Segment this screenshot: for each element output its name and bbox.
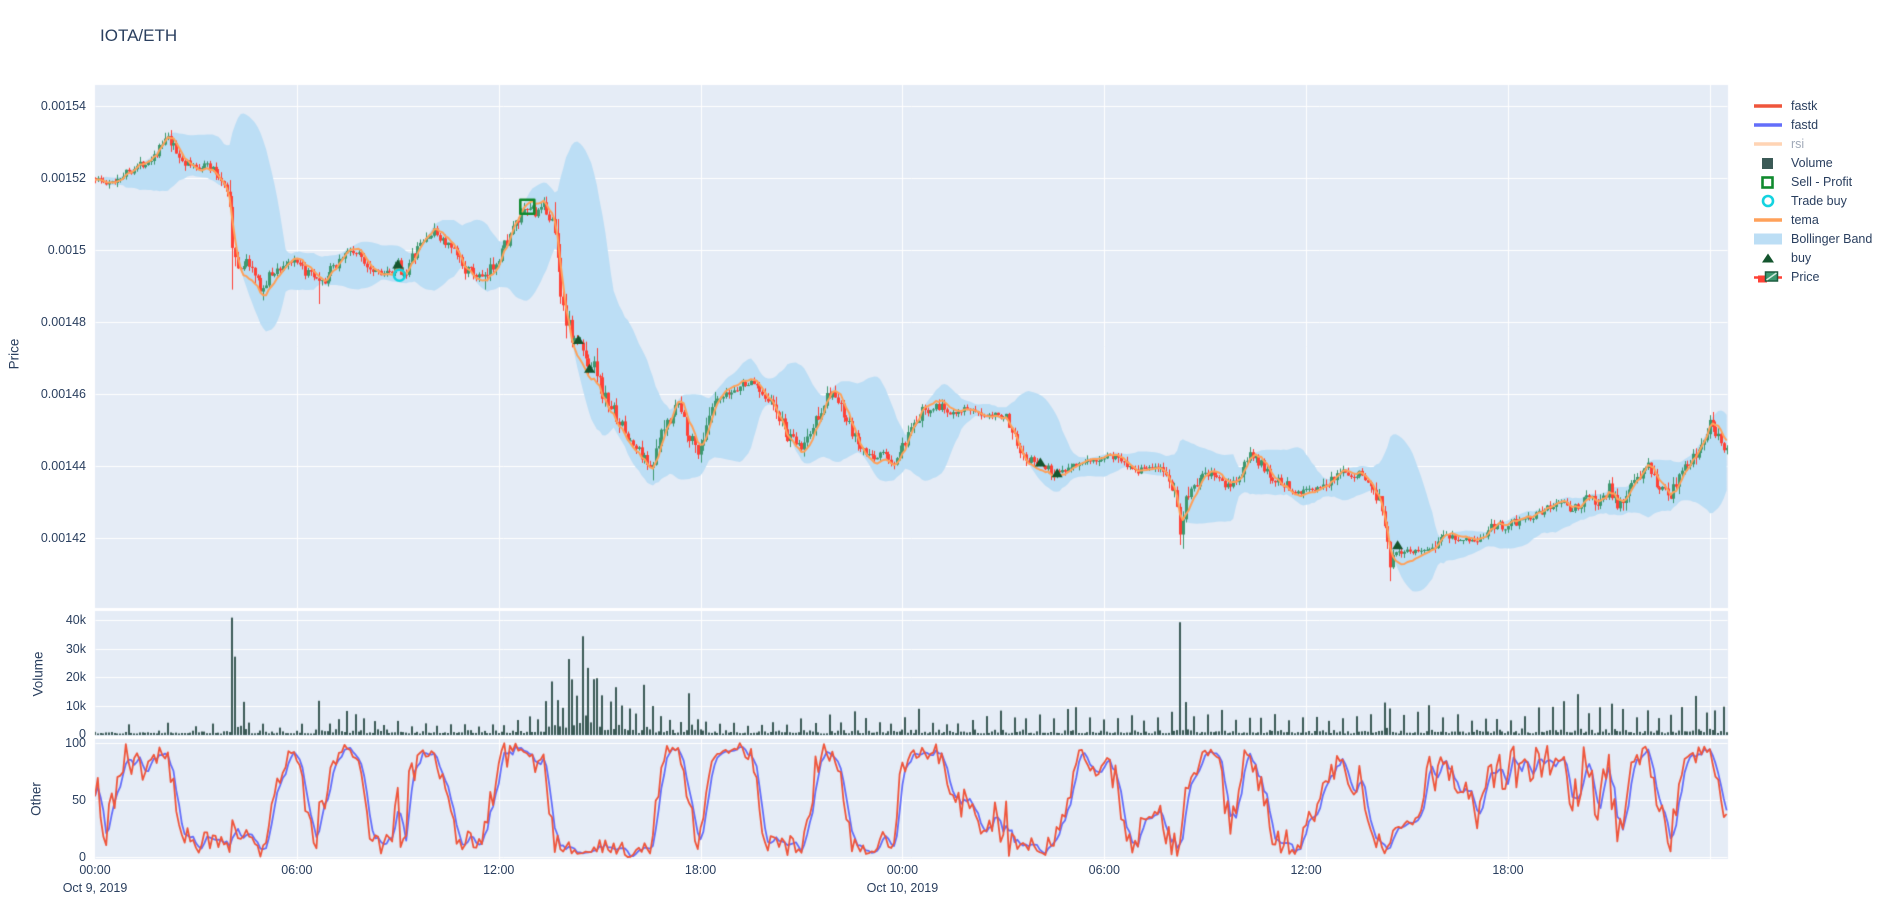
legend-item-fastd[interactable]: fastd xyxy=(1752,115,1872,134)
legend-item-volume[interactable]: Volume xyxy=(1752,153,1872,172)
price-axis-title: Price xyxy=(6,338,22,370)
volume-tick-label: 30k xyxy=(65,641,86,656)
legend-item-buy[interactable]: buy xyxy=(1752,248,1872,267)
x-tick-label: 06:00 xyxy=(281,863,313,877)
price-legend-icon xyxy=(1752,270,1784,284)
x-tick-label: 06:00 xyxy=(1088,863,1120,877)
volume-tick-label: 0 xyxy=(79,727,86,741)
legend-item-bollinger-band[interactable]: Bollinger Band xyxy=(1752,229,1872,248)
x-tick-label: 12:00 xyxy=(483,863,515,877)
legend-item-label: buy xyxy=(1791,250,1812,265)
buy-legend-icon xyxy=(1752,251,1784,265)
price-tick-label: 0.0015 xyxy=(47,243,86,257)
x-date-label: Oct 9, 2019 xyxy=(62,881,128,895)
fastk-legend-icon xyxy=(1752,99,1784,113)
price-tick-label: 0.00142 xyxy=(40,531,86,545)
x-tick-label: 18:00 xyxy=(684,863,717,877)
trade-buy-legend-icon xyxy=(1752,194,1784,208)
price-tick-label: 0.00144 xyxy=(40,459,86,473)
bollinger-band-legend-icon xyxy=(1752,232,1784,246)
price-tick-label: 0.00148 xyxy=(40,315,86,329)
volume-tick-label: 40k xyxy=(65,613,86,627)
other-axis-title: Other xyxy=(28,782,44,816)
legend-item-label: Volume xyxy=(1791,155,1833,170)
legend-item-price[interactable]: Price xyxy=(1752,267,1872,286)
fastd-legend-icon xyxy=(1752,118,1784,132)
legend-item-tema[interactable]: tema xyxy=(1752,210,1872,229)
legend-item-label: tema xyxy=(1791,212,1819,227)
legend-item-fastk[interactable]: fastk xyxy=(1752,96,1872,115)
legend-item-trade-buy[interactable]: Trade buy xyxy=(1752,191,1872,210)
x-tick-label: 00:00 xyxy=(79,863,111,877)
other-tick-label: 0 xyxy=(79,850,86,864)
x-tick-label: 12:00 xyxy=(1290,863,1322,877)
price-tick-label: 0.00154 xyxy=(40,99,86,113)
legend-item-label: fastk xyxy=(1791,98,1818,113)
volume-tick-label: 20k xyxy=(65,670,86,684)
x-tick-label: 18:00 xyxy=(1492,863,1524,877)
legend-item-label: Sell - Profit xyxy=(1791,174,1853,189)
rsi-legend-icon xyxy=(1752,137,1784,151)
other-tick-label: 50 xyxy=(72,793,86,807)
x-date-label: Oct 10, 2019 xyxy=(866,881,939,895)
volume-tick-label: 10k xyxy=(65,698,86,713)
legend-item-label: fastd xyxy=(1791,117,1819,132)
legend-item-rsi[interactable]: rsi xyxy=(1752,134,1872,153)
sell-profit-legend-icon xyxy=(1752,175,1784,189)
legend-item-sell-profit[interactable]: Sell - Profit xyxy=(1752,172,1872,191)
price-tick-label: 0.00152 xyxy=(40,171,86,185)
other-tick-label: 100 xyxy=(65,736,86,750)
legend-item-label: Trade buy xyxy=(1791,193,1847,208)
tema-legend-icon xyxy=(1752,213,1784,227)
legend-item-label: Bollinger Band xyxy=(1791,231,1873,246)
legend: fastk fastd rsi Volume Sell - Profit Trade bu… xyxy=(1752,96,1872,286)
volume-axis-title: Volume xyxy=(30,651,46,697)
price-tick-label: 0.00146 xyxy=(40,387,86,401)
x-tick-label: 00:00 xyxy=(886,863,919,877)
volume-legend-icon xyxy=(1752,156,1784,170)
page-title: IOTA/ETH xyxy=(100,26,178,45)
legend-item-label: rsi xyxy=(1791,136,1805,151)
legend-item-label: Price xyxy=(1791,269,1820,284)
